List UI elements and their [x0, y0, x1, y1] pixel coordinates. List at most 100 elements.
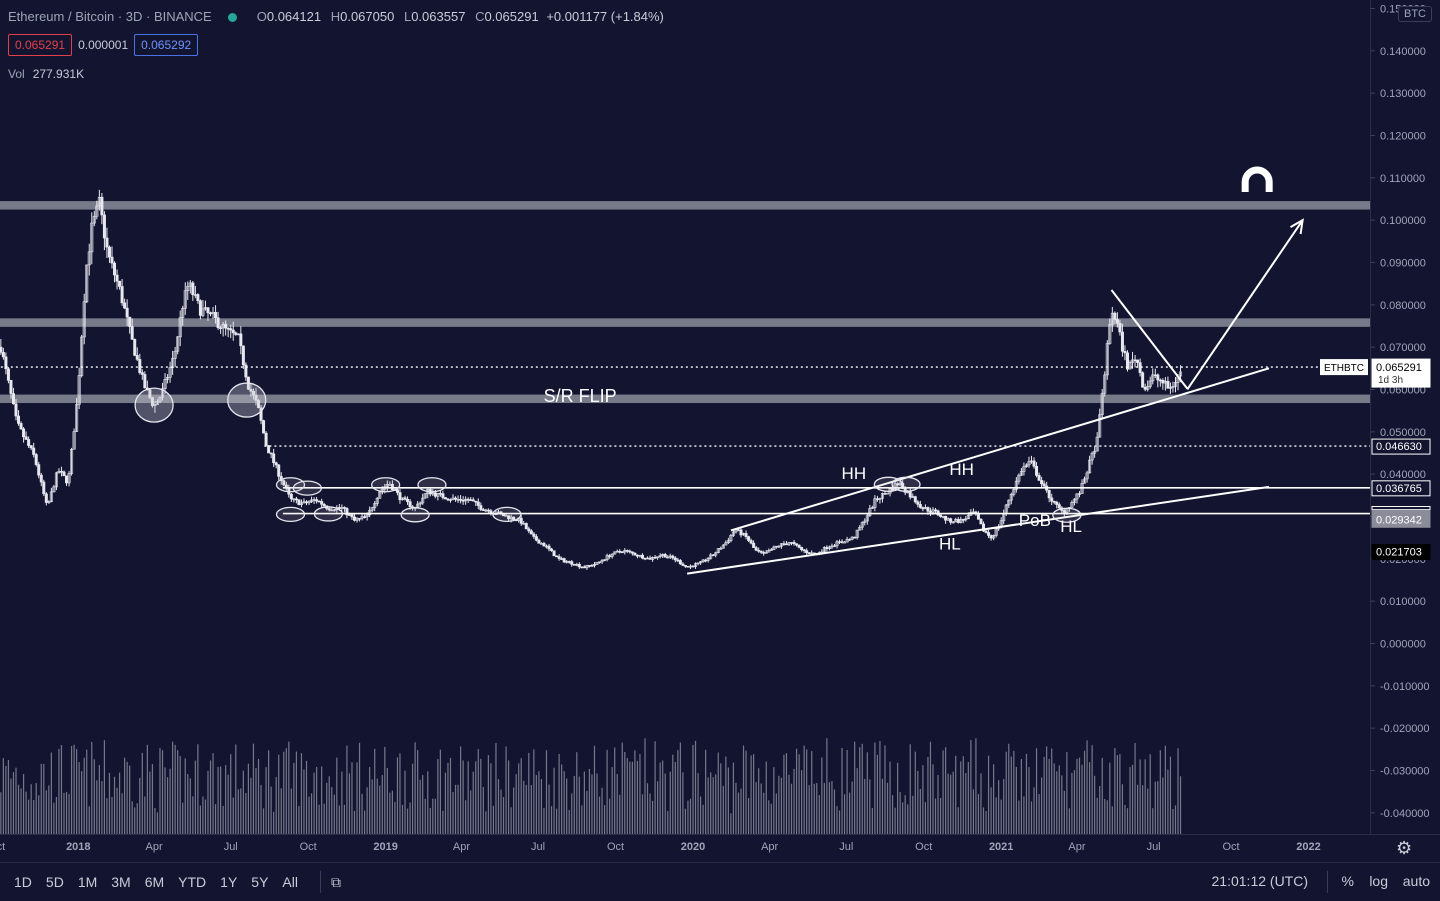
symbol-title[interactable]: Ethereum / Bitcoin · 3D · BINANCE — [8, 9, 212, 24]
candle-body — [640, 554, 644, 559]
settings-gear-icon[interactable]: ⚙ — [1396, 838, 1413, 858]
candle-body — [378, 491, 382, 499]
trendline — [730, 367, 1270, 532]
timeframe-6m[interactable]: 6M — [144, 874, 165, 890]
candle-body — [913, 496, 917, 503]
volume-bar — [495, 743, 497, 834]
volume-bar — [419, 779, 421, 834]
volume-bar — [1111, 806, 1113, 834]
candle-body — [873, 498, 877, 508]
volume-bar — [924, 802, 927, 834]
bar-countdown: 1d 3h — [1378, 375, 1403, 386]
candle-body — [44, 493, 48, 503]
bottom-toolbar: 1D 5D 1M 3M 6M YTD 1Y 5Y All ⧉ 21:01:12 (UTC) % … — [0, 862, 1440, 901]
highlight-circle — [891, 476, 921, 492]
volume-bar — [356, 762, 358, 834]
timeframe-ytd[interactable]: YTD — [178, 874, 207, 890]
price-axis-label — [1371, 358, 1431, 388]
volume-bar — [182, 802, 184, 834]
timeframe-5y[interactable]: 5Y — [251, 874, 269, 890]
candle-body — [52, 486, 56, 493]
candle-body — [1168, 387, 1172, 389]
candle-body — [759, 550, 763, 553]
timeframe-3m[interactable]: 3M — [111, 874, 131, 890]
volume-bar — [169, 768, 171, 834]
candle-body — [686, 565, 690, 568]
buy-price-button[interactable]: 0.065292 — [134, 34, 199, 56]
volume-bar — [631, 761, 633, 834]
sell-price-button[interactable]: 0.065291 — [8, 34, 73, 56]
volume-bar — [348, 773, 351, 834]
candle-body — [825, 547, 829, 550]
candle-body — [716, 548, 720, 553]
volume-bar — [437, 758, 439, 834]
volume-bar — [952, 771, 954, 834]
volume-bar — [278, 754, 280, 834]
price-axis[interactable] — [1370, 0, 1440, 862]
volume-bar — [164, 767, 166, 834]
candle-body — [320, 501, 324, 505]
volume-bar — [669, 771, 671, 834]
timeframe-all[interactable]: All — [282, 874, 298, 890]
candle-body — [196, 294, 200, 301]
volume-bar — [1152, 808, 1154, 834]
volume-bar — [305, 760, 308, 834]
candle-body — [673, 557, 677, 561]
log-scale-button[interactable]: log — [1369, 873, 1388, 889]
candle-body — [0, 346, 3, 353]
volume-bar — [336, 757, 338, 834]
percent-scale-button[interactable]: % — [1341, 873, 1354, 889]
candle-body — [643, 557, 647, 560]
volume-bar — [303, 769, 305, 834]
change-value: +0.001177 (+1.84%) — [546, 9, 664, 24]
timeframe-1m[interactable]: 1M — [77, 874, 98, 890]
volume-bar — [1109, 762, 1111, 834]
volume-bar — [111, 797, 113, 834]
timeframe-1d[interactable]: 1D — [14, 874, 32, 890]
candle-body — [403, 497, 407, 500]
volume-bar — [955, 755, 957, 834]
candle-body — [6, 368, 10, 381]
volume-bar — [439, 749, 441, 834]
volume-bar — [798, 754, 800, 834]
candle-body — [519, 517, 523, 524]
candle-body — [956, 519, 960, 523]
volume-bar — [760, 783, 762, 834]
volume-bar — [646, 783, 649, 834]
candle-body — [928, 510, 932, 513]
candle-body — [1136, 359, 1140, 363]
candle-body — [87, 251, 91, 266]
candle-body — [24, 436, 28, 440]
candle-body — [14, 403, 18, 417]
volume-bar — [1013, 750, 1015, 834]
candle-body — [577, 563, 581, 568]
time-tick-label: 2018 — [66, 841, 90, 853]
date-range-icon[interactable]: ⧉ — [330, 873, 341, 890]
volume-bar — [624, 751, 626, 834]
candle-body — [608, 555, 612, 557]
volume-bar — [55, 796, 58, 834]
currency-selector[interactable]: BTC — [1398, 6, 1432, 22]
price-tick-label: 0.050000 — [1380, 427, 1426, 439]
volume-legend: Vol 277.931K — [8, 67, 84, 81]
candle-body — [653, 556, 657, 559]
utc-clock[interactable]: 21:01:12 (UTC) — [1211, 873, 1308, 889]
volume-bar — [801, 770, 803, 834]
volume-bar — [682, 772, 684, 834]
volume-bar — [553, 767, 555, 834]
timeframe-5d[interactable]: 5D — [45, 874, 64, 890]
volume-bar — [134, 807, 136, 834]
volume-bar — [207, 770, 209, 834]
auto-scale-button[interactable]: auto — [1402, 873, 1430, 889]
timeframe-1y[interactable]: 1Y — [220, 874, 238, 890]
candle-body — [762, 552, 766, 554]
volume-bar — [755, 782, 757, 834]
price-chart[interactable]: S/R FLIPHHHHHLPoBHL0.1500000.1400000.130… — [0, 0, 1440, 862]
candle-body — [226, 327, 230, 330]
volume-bar — [20, 788, 22, 834]
candle-body — [539, 543, 543, 545]
volume-bar — [833, 789, 836, 834]
arrow-head — [1290, 218, 1304, 235]
volume-bar — [374, 748, 376, 834]
volume-bar — [939, 798, 942, 834]
